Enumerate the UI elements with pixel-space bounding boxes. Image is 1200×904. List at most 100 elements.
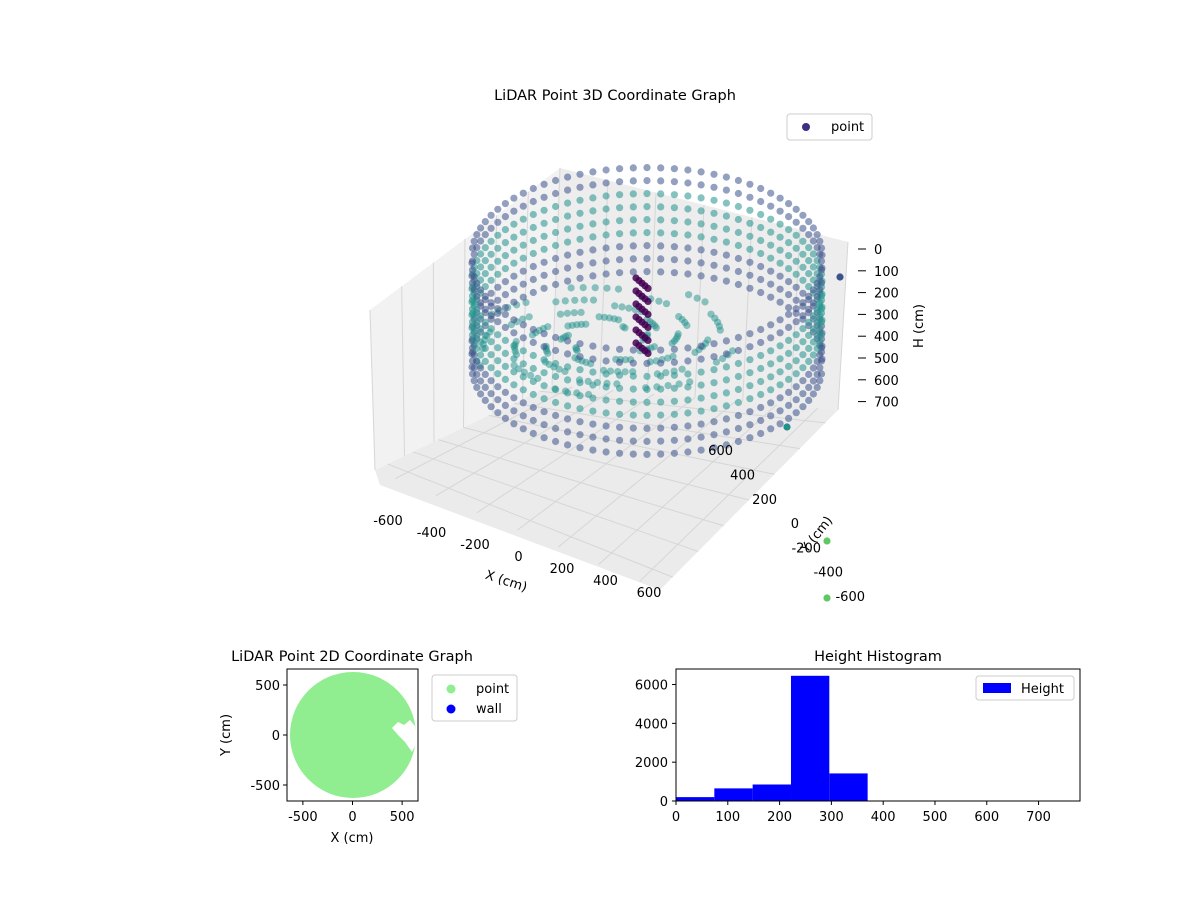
data-point <box>670 178 679 186</box>
data-point <box>734 215 743 224</box>
data-point <box>785 401 793 409</box>
data-point <box>776 233 784 241</box>
data-point <box>529 403 537 412</box>
y-tick-label-3d: -200 <box>791 541 821 556</box>
data-point <box>529 262 537 271</box>
data-point <box>473 331 481 339</box>
data-point <box>552 241 560 250</box>
data-point <box>552 176 560 185</box>
data-point <box>616 204 624 212</box>
data-point <box>792 370 800 378</box>
data-point <box>501 375 509 383</box>
data-point <box>477 364 485 372</box>
data-point <box>589 296 598 304</box>
data-point <box>697 272 705 280</box>
data-point <box>670 345 679 353</box>
hist-x-tick-label: 400 <box>871 810 896 825</box>
data-point <box>481 257 489 265</box>
z-tick-label-3d: 300 <box>874 308 899 323</box>
data-point <box>670 397 679 405</box>
data-point <box>519 347 527 355</box>
data-point <box>805 218 813 226</box>
data-point <box>540 434 548 442</box>
data-point <box>494 296 502 304</box>
data-point <box>529 236 537 245</box>
data-point <box>519 189 527 197</box>
data-point <box>487 250 495 258</box>
data-point <box>697 407 705 415</box>
data-point <box>657 437 665 445</box>
data-point <box>529 429 537 438</box>
data-point <box>644 336 652 344</box>
data-point <box>697 420 705 428</box>
data-point <box>470 377 478 385</box>
data-point <box>693 294 701 302</box>
data-point <box>697 368 705 376</box>
data-point <box>643 424 651 432</box>
hist-y-tick-label: 0 <box>660 795 668 810</box>
data-point <box>571 296 579 304</box>
data-point <box>564 428 572 436</box>
data-point <box>602 409 610 417</box>
data-point <box>729 347 737 355</box>
data-point <box>767 202 775 210</box>
data-point <box>767 293 775 301</box>
data-point <box>657 177 665 185</box>
data-point <box>657 229 665 237</box>
grid-line-y <box>598 404 778 565</box>
data-point <box>670 204 679 212</box>
data-point <box>576 392 584 400</box>
data-point <box>552 189 560 198</box>
data-point <box>576 431 584 439</box>
hist-x-tick-label: 200 <box>767 810 792 825</box>
data-point <box>785 388 793 396</box>
data-point <box>776 285 784 293</box>
data-point <box>616 397 624 405</box>
data-point <box>767 425 775 433</box>
data-point <box>675 380 683 388</box>
outlier-point <box>783 423 791 431</box>
data-point <box>643 398 651 406</box>
data-point <box>722 238 731 246</box>
data-point <box>684 257 692 265</box>
data-point <box>746 258 754 266</box>
y-tick-label-3d: 400 <box>730 469 755 484</box>
data-point <box>589 272 597 280</box>
outlier-point <box>823 537 831 545</box>
data-point <box>540 219 548 227</box>
data-point <box>602 179 610 187</box>
z-tick-label-3d: 100 <box>874 265 899 280</box>
data-point <box>529 288 537 297</box>
data-point <box>589 342 597 350</box>
data-point <box>757 429 765 438</box>
data-point <box>487 390 495 398</box>
data-point <box>616 410 624 418</box>
axis-ticks-2d: -500 0 500 -500 0 500 <box>250 679 414 825</box>
data-point <box>481 357 489 365</box>
data-point <box>722 389 731 397</box>
data-point <box>799 351 807 359</box>
data-point <box>629 372 637 380</box>
data-point <box>785 213 793 221</box>
data-point <box>757 275 765 284</box>
data-point <box>576 196 584 204</box>
data-point <box>619 323 627 331</box>
data-point <box>684 205 692 213</box>
data-point <box>813 292 821 300</box>
data-point <box>576 170 584 178</box>
data-point <box>602 370 610 378</box>
data-point <box>602 344 610 352</box>
data-point <box>510 220 518 228</box>
data-point <box>710 209 718 217</box>
data-point <box>552 333 560 342</box>
data-point <box>501 304 509 312</box>
data-point <box>710 431 718 439</box>
data-point <box>589 355 597 363</box>
data-point <box>519 373 527 381</box>
data-point <box>540 421 548 429</box>
data-point <box>470 364 478 372</box>
data-point <box>552 298 560 306</box>
hist-x-tick-label: 0 <box>672 810 680 825</box>
data-point <box>644 349 652 357</box>
